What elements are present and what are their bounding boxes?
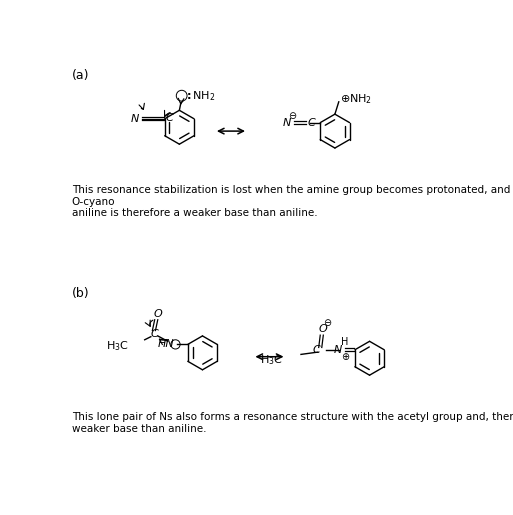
Text: $\oplus$: $\oplus$ <box>341 351 350 362</box>
Text: $\mathbf{:}$NH$_2$: $\mathbf{:}$NH$_2$ <box>184 89 215 102</box>
Text: N: N <box>131 114 140 124</box>
Text: $\oplus$NH$_2$: $\oplus$NH$_2$ <box>340 93 371 107</box>
Text: C: C <box>150 329 158 338</box>
Text: H$_3$C: H$_3$C <box>260 354 283 368</box>
Text: N: N <box>283 117 291 128</box>
Text: (a): (a) <box>72 70 89 82</box>
Text: (b): (b) <box>72 287 89 300</box>
Text: O: O <box>153 308 162 319</box>
Text: H: H <box>341 337 348 347</box>
Text: This lone pair of Ns also forms a resonance structure with the acetyl group and,: This lone pair of Ns also forms a resona… <box>72 412 513 434</box>
Text: $\ominus$: $\ominus$ <box>323 317 332 329</box>
Text: C: C <box>312 345 320 355</box>
Text: HN: HN <box>158 339 175 349</box>
Text: N: N <box>334 345 343 355</box>
Text: C: C <box>307 117 315 128</box>
Text: O: O <box>318 324 327 334</box>
Text: H$_3$C: H$_3$C <box>106 339 129 353</box>
Text: This resonance stabilization is lost when the amine group becomes protonated, an: This resonance stabilization is lost whe… <box>72 185 510 218</box>
Text: C: C <box>166 113 173 123</box>
Text: $\ominus$: $\ominus$ <box>288 110 297 121</box>
